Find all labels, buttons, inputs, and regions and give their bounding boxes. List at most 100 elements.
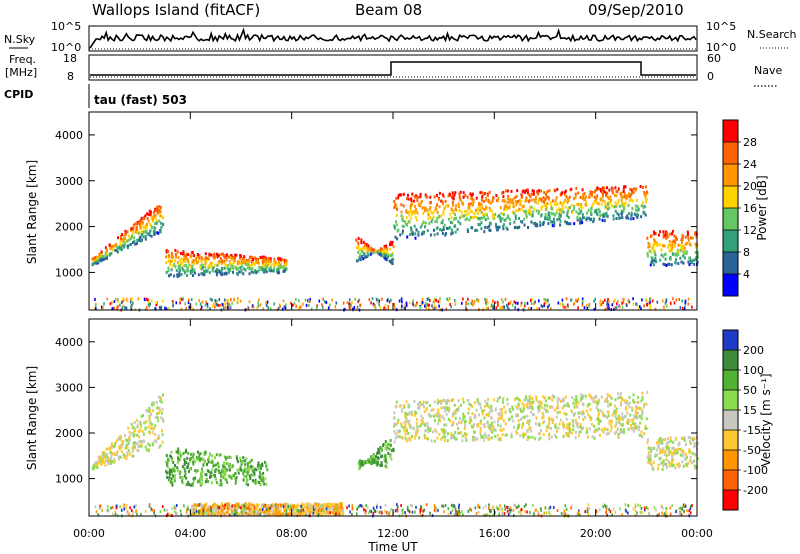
heatmap-cell [367,247,370,251]
heatmap-cell [662,244,664,248]
heatmap-cell [465,302,467,306]
heatmap-cell [504,508,506,511]
heatmap-cell [614,201,617,205]
heatmap-cell [409,207,412,210]
heatmap-cell [646,441,649,445]
heatmap-cell [179,454,182,458]
heatmap-cell [114,442,117,445]
heatmap-cell [358,467,361,470]
heatmap-cell [147,298,149,302]
heatmap-cell [581,301,584,305]
heatmap-cell [370,462,372,465]
heatmap-cell [429,299,431,302]
heatmap-cell [178,273,181,277]
heatmap-cell [681,437,683,440]
heatmap-cell [628,199,631,203]
heatmap-cell [110,461,113,465]
heatmap-cell [157,419,160,423]
heatmap-cell [415,195,418,199]
heatmap-cell [157,434,160,438]
heatmap-cell [691,236,694,240]
heatmap-cell [426,424,429,428]
heatmap-cell [115,244,118,248]
heatmap-cell [681,236,684,239]
heatmap-cell [492,196,494,200]
heatmap-cell [597,408,600,412]
heatmap-cell [254,480,257,484]
heatmap-cell [658,457,661,461]
heatmap-cell [407,403,410,407]
heatmap-cell [92,257,95,261]
heatmap-cell [502,195,505,199]
heatmap-cell [201,506,203,510]
heatmap-cell [660,437,663,441]
heatmap-cell [547,426,550,429]
heatmap-cell [568,195,571,199]
heatmap-cell [600,202,603,206]
heatmap-cell [628,405,631,409]
heatmap-cell [537,191,540,195]
heatmap-cell [557,426,560,430]
heatmap-cell [265,264,268,267]
heatmap-cell [186,258,189,262]
heatmap-cell [201,300,204,304]
heatmap-cell [533,207,536,211]
heatmap-cell [517,301,519,305]
heatmap-cell [671,252,674,256]
heatmap-cell [381,297,383,301]
heatmap-cell [467,302,469,306]
heatmap-cell [419,192,422,196]
heatmap-cell [244,507,247,511]
heatmap-cell [547,196,550,200]
heatmap-cell [604,427,607,431]
heatmap-cell [126,446,129,450]
heatmap-cell [593,210,596,214]
heatmap-cell [539,436,542,440]
heatmap-cell [477,203,480,207]
heatmap-cell [503,405,506,409]
heatmap-cell [425,436,428,440]
heatmap-cell [502,191,505,194]
heatmap-cell [183,254,186,257]
heatmap-cell [600,303,603,306]
heatmap-cell [516,226,519,230]
heatmap-cell [470,302,473,305]
heatmap-cell [195,507,198,511]
heatmap-cell [298,306,300,310]
heatmap-cell [267,263,270,266]
heatmap-cell [391,251,394,255]
heatmap-cell [104,463,107,467]
heatmap-cell [620,396,623,400]
heatmap-cell [674,452,677,456]
heatmap-cell [221,261,224,265]
heatmap-cell [120,301,123,305]
heatmap-cell [535,195,537,199]
heatmap-cell [536,202,539,205]
heatmap-cell [678,243,681,247]
heatmap-cell [102,254,105,258]
heatmap-cell [452,422,454,426]
heatmap-cell [262,471,265,475]
heatmap-cell [597,412,600,416]
heatmap-cell [569,206,571,210]
heatmap-cell [275,263,278,266]
heatmap-cell [464,424,466,428]
heatmap-cell [218,270,221,274]
heatmap-cell [396,429,399,433]
heatmap-cell [140,415,143,418]
heatmap-cell [432,414,435,418]
heatmap-cell [117,457,120,461]
heatmap-cell [470,403,472,407]
heatmap-cell [169,472,171,476]
heatmap-cell [207,479,210,483]
heatmap-cell [658,512,660,516]
heatmap-cell [136,433,139,437]
heatmap-cell [277,504,280,507]
heatmap-cell [488,224,491,228]
heatmap-cell [154,222,157,226]
heatmap-cell [520,199,523,203]
heatmap-cell [462,195,465,199]
heatmap-cell [483,215,485,219]
colorbar-tick-label: 16 [743,202,757,215]
